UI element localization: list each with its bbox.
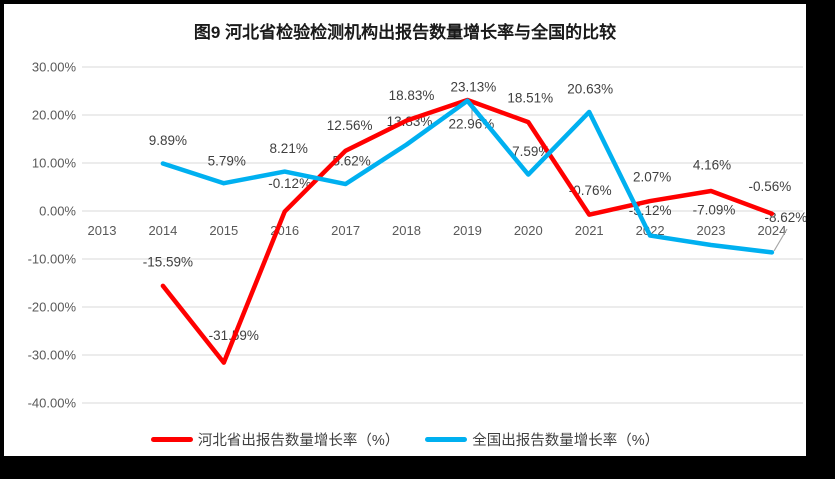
x-axis-tick-label: 2017 (331, 223, 360, 238)
data-label: 9.89% (149, 133, 187, 148)
x-axis-tick-label: 2014 (148, 223, 177, 238)
data-label: 18.51% (507, 91, 553, 106)
data-label: 18.83% (389, 88, 435, 103)
black-border-bottom (0, 456, 835, 479)
y-axis-tick-label: -10.00% (28, 252, 77, 267)
chart-title: 图9 河北省检验检测机构出报告数量增长率与全国的比较 (193, 23, 617, 42)
series-line-national[interactable] (160, 98, 775, 255)
legend-label-national: 全国出报告数量增长率（%） (472, 433, 660, 449)
data-label: 7.59% (512, 144, 550, 159)
data-label: -7.09% (693, 203, 736, 218)
y-axis-tick-label: 20.00% (32, 108, 77, 123)
legend-item-national[interactable]: 全国出报告数量增长率（%） (425, 429, 659, 450)
data-label: 12.56% (327, 118, 373, 133)
data-label: -8.62% (765, 210, 808, 225)
x-axis-tick-label: 2021 (575, 223, 604, 238)
black-border-top (0, 0, 835, 4)
red-line-swatch-icon (150, 437, 193, 442)
y-axis-tick-label: 10.00% (32, 156, 77, 171)
data-label: 5.79% (208, 154, 246, 169)
black-border-right (806, 0, 835, 479)
chart-legend: 河北省出报告数量增长率（%） 全国出报告数量增长率（%） (4, 429, 806, 450)
x-axis-tick-label: 2018 (392, 223, 421, 238)
y-axis-tick-label: -30.00% (28, 348, 77, 363)
legend-label-hebei: 河北省出报告数量增长率（%） (197, 433, 400, 449)
data-label: -0.76% (569, 183, 612, 198)
data-label: 4.16% (693, 158, 731, 173)
black-border-left (0, 0, 4, 479)
blue-line-swatch-icon (425, 437, 468, 442)
y-axis-tick-label: -20.00% (28, 300, 77, 315)
data-label: -0.12% (268, 176, 311, 191)
x-axis-tick-label: 2020 (514, 223, 543, 238)
data-label: 20.63% (567, 81, 613, 96)
data-label: 23.13% (451, 79, 497, 94)
x-axis-tick-label: 2013 (88, 223, 117, 238)
data-label: -0.56% (749, 179, 792, 194)
data-label: 8.21% (270, 141, 308, 156)
x-axis-tick-label: 2023 (697, 223, 726, 238)
x-axis-tick-label: 2024 (757, 223, 786, 238)
x-axis-tick-label: 2015 (209, 223, 238, 238)
x-axis-tick-label: 2019 (453, 223, 482, 238)
leader-line (773, 228, 788, 252)
data-label: 2.07% (633, 170, 671, 185)
y-axis-tick-label: 30.00% (32, 60, 77, 75)
legend-item-hebei[interactable]: 河北省出报告数量增长率（%） (150, 429, 400, 450)
y-axis-tick-label: -40.00% (28, 396, 77, 411)
y-axis-tick-label: 0.00% (39, 204, 76, 219)
data-label: -15.59% (143, 254, 193, 269)
